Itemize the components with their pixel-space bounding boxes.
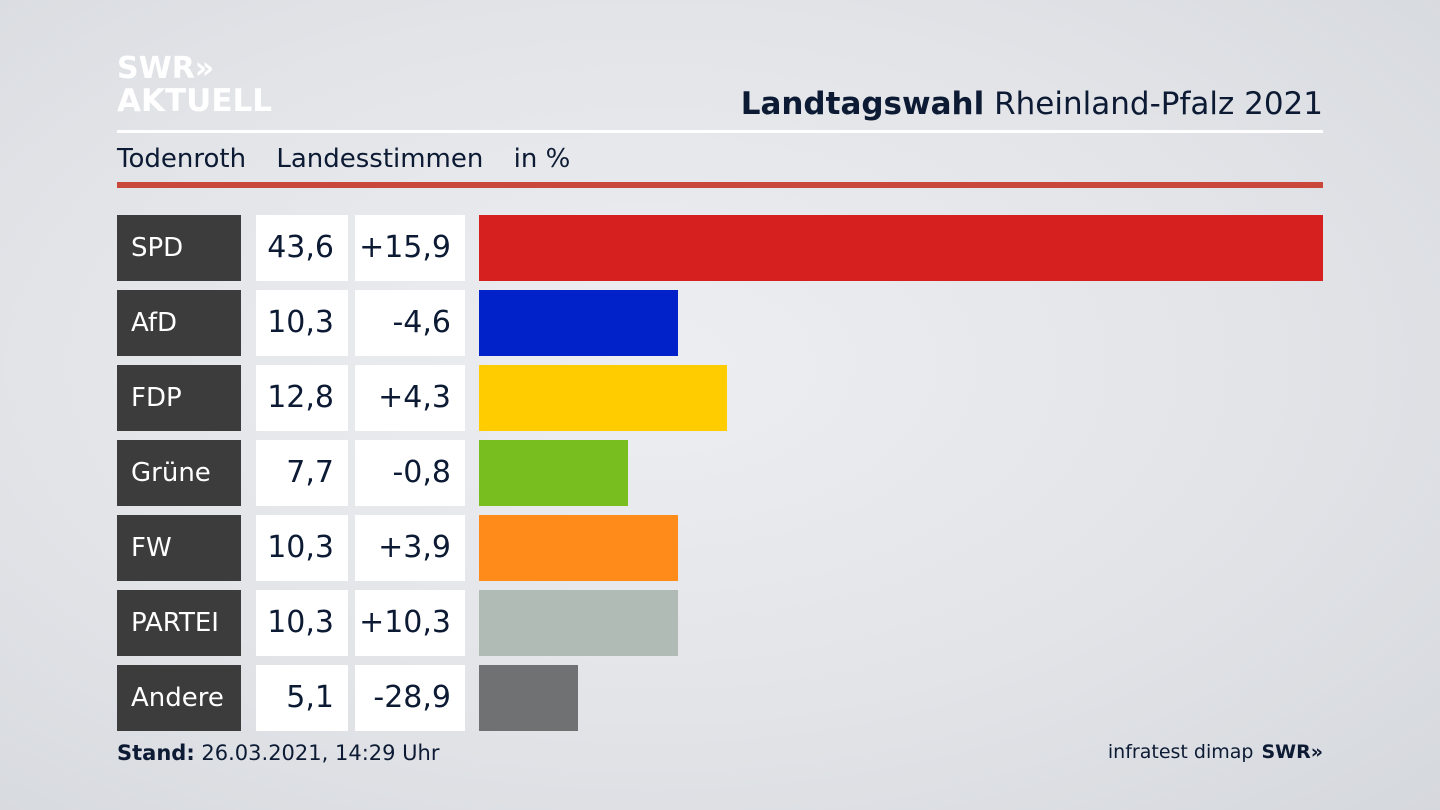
subtitle-unit: in % [513,144,571,174]
value-label: 5,1 [256,665,348,731]
party-label: PARTEI [117,590,241,656]
swr-brand-mark: SWR» [1261,741,1323,763]
accent-divider [117,182,1323,188]
swr-aktuell-logo: SWR» AKTUELL [117,51,273,119]
change-label: +10,3 [355,590,465,656]
party-label: Andere [117,665,241,731]
party-label: FDP [117,365,241,431]
chart-title-rest: Rheinland-Pfalz 2021 [984,86,1323,122]
party-label: FW [117,515,241,581]
bar [479,215,1323,281]
stand-value: 26.03.2021, 14:29 Uhr [194,741,440,765]
chart-subtitle: Todenroth Landesstimmen in % [117,144,592,174]
subtitle-measure: Landesstimmen [276,144,484,174]
value-label: 10,3 [256,515,348,581]
chart-row: FDP 12,8 +4,3 [117,365,1323,431]
chart-row: FW 10,3 +3,9 [117,515,1323,581]
logo-line-1: SWR» [117,51,215,86]
stand-label: Stand: [117,741,195,765]
value-label: 10,3 [256,290,348,356]
chart-row: PARTEI 10,3 +10,3 [117,590,1323,656]
bar [479,290,678,356]
chart-row: Andere 5,1 -28,9 [117,665,1323,731]
change-label: +4,3 [355,365,465,431]
change-label: -4,6 [355,290,465,356]
chart-title-bold: Landtagswahl [740,86,985,122]
header-divider [117,130,1323,133]
chart-row: AfD 10,3 -4,6 [117,290,1323,356]
party-label: SPD [117,215,241,281]
source-credit: infratest dimap SWR» [1108,741,1323,763]
bar [479,440,628,506]
subtitle-place: Todenroth [117,144,247,174]
change-label: +15,9 [355,215,465,281]
bar [479,365,727,431]
chart-row: SPD 43,6 +15,9 [117,215,1323,281]
party-label: Grüne [117,440,241,506]
change-label: -0,8 [355,440,465,506]
chart-title: Landtagswahl Rheinland-Pfalz 2021 [741,86,1323,122]
change-label: +3,9 [355,515,465,581]
source-label: infratest dimap [1107,741,1254,763]
bar [479,515,678,581]
chart-row: Grüne 7,7 -0,8 [117,440,1323,506]
bar [479,665,578,731]
value-label: 7,7 [256,440,348,506]
party-label: AfD [117,290,241,356]
value-label: 43,6 [256,215,348,281]
value-label: 10,3 [256,590,348,656]
value-label: 12,8 [256,365,348,431]
bar [479,590,678,656]
change-label: -28,9 [355,665,465,731]
logo-line-2: AKTUELL [117,83,273,119]
timestamp: Stand: 26.03.2021, 14:29 Uhr [117,741,440,765]
